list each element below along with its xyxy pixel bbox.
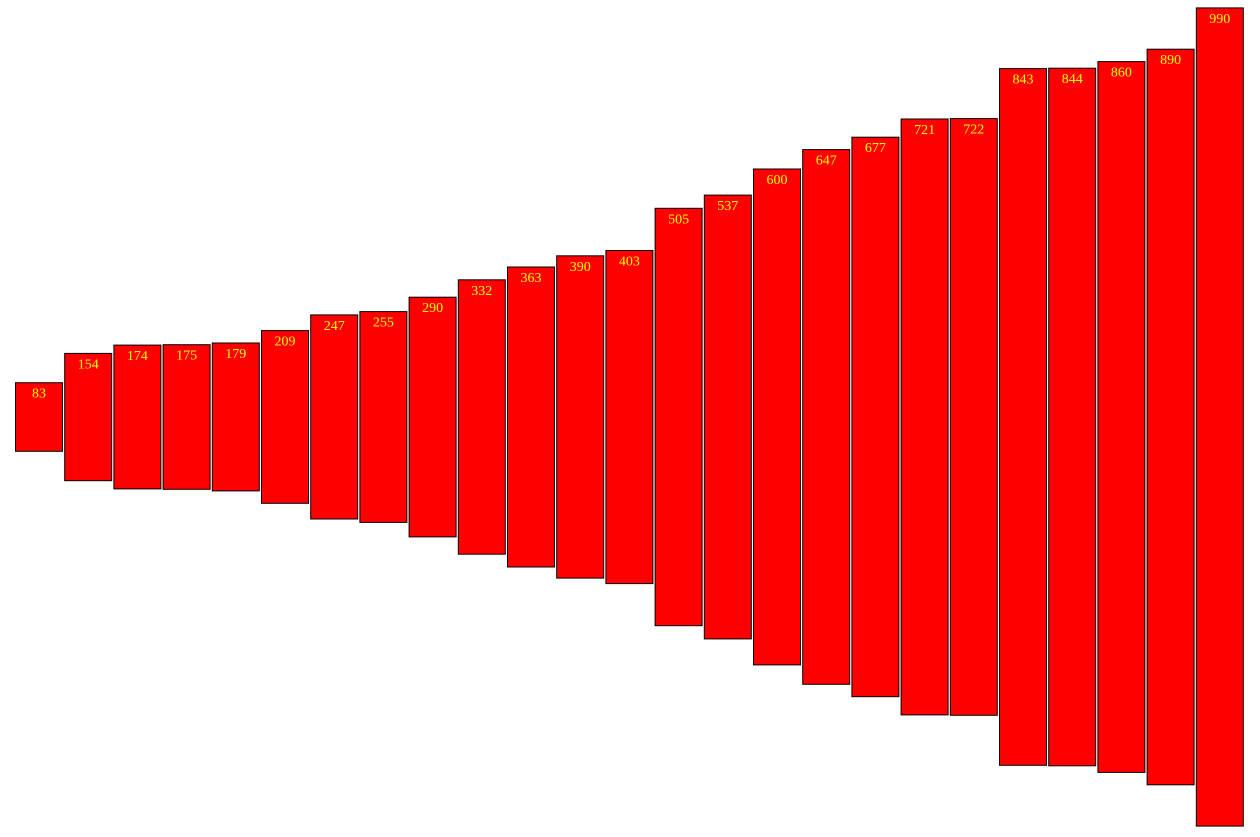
bar-value-label: 600 [767,173,788,188]
bar-value-label: 860 [1111,66,1132,81]
bar-value-label: 247 [324,319,345,334]
bar [556,255,605,579]
bar-value-label: 721 [914,123,935,138]
bar [654,207,703,627]
bar [802,149,851,685]
bar [408,296,457,538]
bar-value-label: 83 [32,387,46,402]
bar [851,136,900,698]
bar-value-label: 677 [865,141,886,156]
bar-value-label: 505 [668,212,689,227]
bar-value-label: 844 [1062,72,1083,87]
bar [1195,7,1244,827]
bar-value-label: 255 [373,316,394,331]
bar [310,314,359,520]
bar-value-label: 390 [570,260,591,275]
bars-group: 83 154 174 175 179 209 247 255 290 332 363 390 403 50… [15,7,1244,827]
bar [15,382,63,452]
bar [359,311,408,523]
bar [507,266,555,568]
bar [999,68,1047,766]
bar [457,279,506,555]
bar-value-label: 537 [717,199,738,214]
bar [1146,48,1195,786]
bar-value-label: 175 [176,349,197,364]
bar-value-label: 290 [422,301,443,316]
bar-value-label: 154 [78,357,99,372]
bar [64,352,113,482]
bar [162,344,211,490]
bar [949,118,998,716]
bar [1097,61,1146,773]
bar [753,168,801,666]
bar [1048,67,1097,767]
bar [113,344,162,490]
bar-value-label: 990 [1209,12,1230,27]
bar-value-label: 363 [521,271,542,286]
bar-value-label: 403 [619,255,640,270]
bar-value-label: 890 [1160,53,1181,68]
bar-value-label: 174 [127,349,148,364]
bar-value-label: 722 [963,123,984,138]
bar-value-label: 179 [225,347,246,362]
bar [261,330,309,504]
bar [900,118,949,716]
bar [703,194,752,640]
bar-value-label: 647 [816,154,837,169]
bar-value-label: 843 [1013,73,1034,88]
bar-value-label: 332 [471,284,492,299]
bar [605,250,654,585]
bar [211,342,260,492]
bar-value-label: 209 [275,335,296,350]
